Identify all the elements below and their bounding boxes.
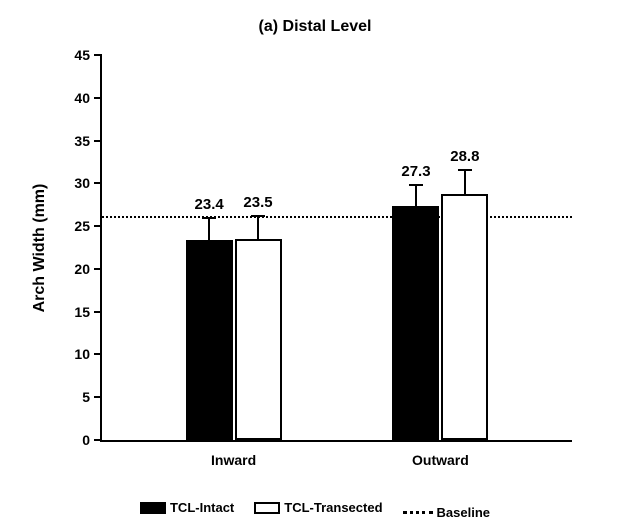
bar-value-label: 27.3 — [401, 163, 430, 180]
y-tick-label: 40 — [56, 90, 90, 106]
bar — [392, 206, 439, 440]
legend-label: TCL-Intact — [170, 500, 234, 515]
y-tick-label: 0 — [56, 432, 90, 448]
y-tick — [94, 54, 102, 56]
legend-swatch — [254, 502, 280, 514]
error-bar — [464, 170, 466, 194]
legend: TCL-Intact TCL-Transected Baseline — [0, 500, 630, 520]
bar — [235, 239, 282, 440]
y-tick — [94, 182, 102, 184]
y-tick-label: 20 — [56, 261, 90, 277]
bar-value-label: 23.4 — [195, 196, 224, 213]
y-tick — [94, 396, 102, 398]
legend-item: Baseline — [403, 505, 490, 520]
plot-area: 05101520253035404523.423.527.328.8Inward… — [100, 55, 572, 442]
legend-item: TCL-Intact — [140, 500, 234, 515]
error-cap — [202, 217, 216, 219]
y-tick — [94, 311, 102, 313]
x-group-label: Inward — [211, 452, 256, 468]
y-tick — [94, 268, 102, 270]
bar — [441, 194, 488, 440]
chart-title: (a) Distal Level — [0, 18, 630, 36]
y-tick-label: 15 — [56, 304, 90, 320]
y-tick-label: 25 — [56, 218, 90, 234]
y-tick-label: 30 — [56, 175, 90, 191]
y-tick — [94, 225, 102, 227]
y-tick-label: 5 — [56, 389, 90, 405]
chart-wrap: (a) Distal Level 0 5 10 15 20 25 30 35 40 45 23.4 2… — [0, 0, 630, 530]
error-cap — [251, 215, 265, 217]
legend-swatch-baseline — [403, 511, 433, 514]
y-axis-label: Arch Width (mm) — [31, 183, 49, 312]
y-tick — [94, 140, 102, 142]
y-tick-label: 35 — [56, 133, 90, 149]
error-bar — [257, 216, 259, 239]
bar — [186, 240, 233, 440]
baseline-line — [102, 216, 572, 218]
x-group-label: Outward — [412, 452, 469, 468]
y-tick-label: 45 — [56, 47, 90, 63]
legend-item: TCL-Transected — [254, 500, 382, 515]
legend-label: TCL-Transected — [284, 500, 382, 515]
bar-value-label: 23.5 — [243, 194, 272, 211]
error-cap — [409, 184, 423, 186]
y-tick-label: 10 — [56, 346, 90, 362]
legend-swatch — [140, 502, 166, 514]
y-tick — [94, 439, 102, 441]
error-cap — [458, 169, 472, 171]
legend-label: Baseline — [437, 505, 490, 520]
error-bar — [208, 218, 210, 239]
bar-value-label: 28.8 — [450, 148, 479, 165]
y-tick — [94, 353, 102, 355]
error-bar — [415, 185, 417, 206]
y-tick — [94, 97, 102, 99]
